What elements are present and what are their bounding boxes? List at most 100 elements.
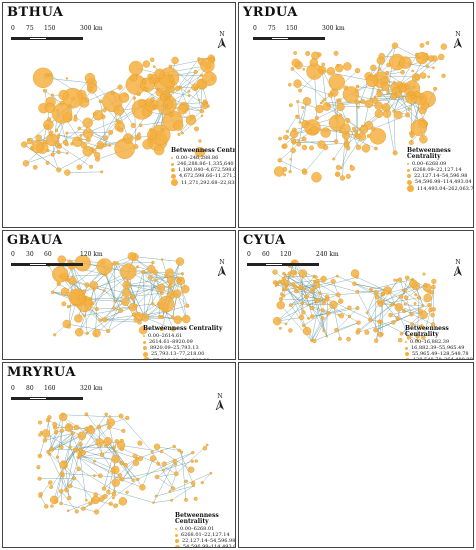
legend-item: 0.00–6268.01 (175, 526, 235, 532)
legend-item: 8920.09–25,793.13 (143, 345, 222, 351)
legend: Betweenness Centrality0.00–246,288.86246… (171, 147, 236, 186)
legend-label: 2614.61–8920.09 (149, 339, 193, 345)
legend-item: 4,672,598.66–11,271,292.68 (171, 173, 235, 179)
north-label: N (219, 259, 225, 266)
north-label: N (217, 393, 223, 400)
legend-label: 8920.09–25,793.13 (150, 345, 199, 351)
legend-label: 128,548.78–264,480.99 (413, 357, 473, 360)
panel-mryrua: MRYRUA 0 80 160 320 km N Betweenness Centra… (2, 362, 236, 548)
legend-circle-icon (171, 173, 176, 179)
legend-label: 0.00–246,288.86 (176, 155, 219, 161)
scale-label: 120 km (80, 251, 103, 258)
legend-title: Betweenness Centrality (171, 147, 236, 154)
centrality-nodes (21, 54, 217, 176)
legend-item: 1,180,840–4,672,598.66 (171, 167, 235, 173)
legend-item: 2614.61–8920.09 (143, 339, 222, 345)
legend-label: 6268.01–22,127.14 (181, 532, 230, 538)
legend-label: 6268.09–22,127.14 (413, 167, 462, 173)
scale-label: 80 (26, 385, 34, 392)
legend-title: Betweenness Centrality (405, 325, 449, 338)
legend-item: 246,288.86–1,335,640 (171, 161, 235, 167)
north-arrow-icon: N (215, 393, 225, 410)
legend-label: 55,965.49–128,548.78 (412, 351, 469, 357)
scale-segment (29, 37, 47, 40)
legend-item: 114,493.04–262,063.77 (407, 185, 474, 192)
scale-bar: 0 60 120 240 km (247, 251, 357, 269)
legend-item: 6268.09–22,127.14 (407, 167, 473, 173)
scale-segment (11, 37, 29, 40)
legend-circle-icon (171, 168, 175, 172)
scale-label: 240 km (316, 251, 339, 258)
scale-segment (271, 37, 289, 40)
legend-circle-icon (175, 533, 178, 537)
legend-label: 0.00–2614.61 (148, 333, 183, 339)
legend-label: 22,127.14–54,596.98 (182, 538, 236, 544)
north-arrow-icon: N (217, 31, 227, 48)
legend-circle-icon (143, 346, 147, 350)
scale-label: 0 (11, 25, 15, 32)
legend: Betweenness Centrality 0.00–6268.01 6268.0… (175, 513, 236, 548)
legend-item: 22,127.14–54,596.98 (407, 173, 473, 179)
scale-label: 120 (280, 251, 292, 258)
legend-label: 25,793.13–77,218.00 (151, 351, 205, 357)
scale-label: 60 (262, 251, 270, 258)
legend: Betweenness Centrality 0.00–2614.61 2614.6… (143, 325, 223, 360)
scale-label: 0 (253, 25, 257, 32)
scale-segment (11, 397, 29, 400)
scale-bar: 0 75 150 300 km (11, 25, 121, 43)
scale-segment (253, 37, 271, 40)
legend-circle-icon (143, 357, 150, 359)
legend-label: 114,493.04–262,063.77 (417, 185, 474, 192)
legend-label: 0.00–6268.01 (180, 526, 215, 532)
scale-label: 60 (44, 251, 52, 258)
legend-circle-icon (407, 185, 414, 192)
panel-yrdua: YRDUA 0 75 150 300 km N Betweenness Central… (238, 2, 474, 228)
scale-segment (29, 263, 47, 266)
scale-segment (47, 37, 83, 40)
north-arrow-icon: N (453, 259, 463, 276)
map-title: MRYRUA (7, 365, 76, 380)
legend-circle-icon (405, 346, 408, 350)
legend-label: 16,882.39–55,965.49 (411, 345, 465, 351)
legend-label: 0.00–6268.09 (412, 161, 447, 167)
centrality-nodes (47, 252, 191, 338)
panel-bthua: BTHUA 0 75 150 300 km N Betweenness Central… (2, 2, 236, 228)
north-arrow-icon: N (453, 31, 463, 48)
legend-item: 55,965.49–128,548.78 (405, 351, 473, 357)
legend-item: 11,271,292.68–22,838,738.46 (171, 179, 235, 186)
legend-circle-icon (405, 357, 410, 359)
map-mryrua (36, 412, 213, 515)
north-arrow-icon: N (217, 259, 227, 276)
legend-circle-icon (407, 163, 409, 165)
scale-label: 160 (44, 385, 56, 392)
legend-circle-icon (171, 157, 173, 159)
scale-label: 75 (26, 25, 34, 32)
scale-label: 0 (11, 251, 15, 258)
scale-label: 0 (247, 251, 251, 258)
scale-label: 0 (11, 385, 15, 392)
legend-title: Betweenness Centrality (143, 325, 223, 332)
legend: Betweenness Centrality 0.00–6268.09 6268.0… (407, 148, 474, 192)
scale-segment (47, 397, 83, 400)
panel-cyua: CYUA 0 60 120 240 km N Betweenness Centrali… (238, 230, 474, 360)
scale-label: 150 (286, 25, 298, 32)
legend-circle-icon (171, 162, 174, 166)
legend-item: 25,793.13–77,218.00 (143, 351, 222, 357)
scale-label: 150 (44, 25, 56, 32)
road-network (39, 414, 212, 513)
legend-label: 77,218.00–154,349.02 (153, 358, 210, 360)
legend-circle-icon (407, 168, 410, 172)
legend-circle-icon (143, 335, 145, 337)
legend-item: 22,127.14–54,596.98 (175, 538, 236, 544)
legend-label: 54,596.98–114,493.03 (183, 544, 236, 548)
scale-segment (247, 263, 265, 266)
legend-circle-icon (405, 341, 407, 343)
legend-item: 0.00–246,288.86 (171, 155, 235, 161)
map-title: YRDUA (243, 5, 298, 20)
scale-label: 300 km (322, 25, 345, 32)
legend-item: 54,596.98–114,493.03 (175, 544, 236, 548)
map-title: CYUA (243, 233, 286, 248)
north-label: N (219, 31, 225, 38)
legend-label: 22,127.14–54,596.98 (414, 173, 468, 179)
centrality-nodes (273, 41, 448, 183)
